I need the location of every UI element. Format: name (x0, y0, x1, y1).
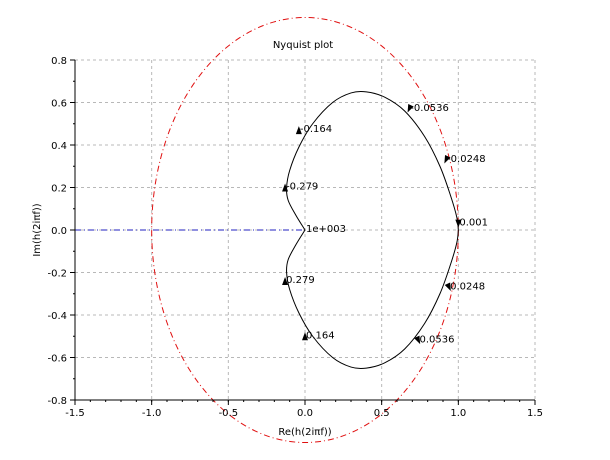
y-tick-label: -0.8 (47, 396, 67, 407)
frequency-label: 0.0536 (419, 335, 454, 346)
frequency-label: -0.0536 (410, 103, 449, 114)
direction-arrow (295, 126, 302, 135)
x-tick-label: -1.0 (142, 408, 162, 419)
x-tick-label: -1.5 (65, 408, 85, 419)
chart-title: Nyquist plot (273, 40, 333, 51)
y-tick-label: 0.4 (51, 141, 67, 152)
direction-arrow (282, 277, 289, 285)
y-tick-label: -0.4 (47, 311, 67, 322)
frequency-label: 1e+003 (306, 224, 346, 235)
y-tick-label: 0.0 (51, 226, 67, 237)
frequency-label: -0.0248 (447, 154, 486, 165)
direction-arrow (444, 282, 451, 292)
y-tick-label: 0.8 (51, 56, 67, 67)
x-tick-label: 1.0 (450, 408, 466, 419)
direction-arrow (302, 332, 308, 341)
arrow-layer (282, 103, 462, 345)
frequency-label: -0.279 (286, 182, 318, 193)
direction-arrow (444, 154, 451, 164)
direction-arrow (455, 219, 462, 228)
y-tick-label: 0.6 (51, 99, 67, 110)
frequency-label: 0.164 (306, 330, 335, 341)
frequency-label: -0.164 (300, 124, 332, 135)
x-tick-label: 0.0 (297, 408, 313, 419)
tick-layer: -1.5 -1.0 -0.5 0.0 0.5 1.0 1.5 0.8 0.6 0.4 0.2 0.0 -… (47, 56, 542, 419)
direction-arrow (282, 183, 289, 192)
x-axis-label: Re(h(2iπf)) (278, 427, 331, 438)
x-tick-label: 0.5 (374, 408, 390, 419)
x-tick-label: -0.5 (219, 408, 239, 419)
y-tick-label: -0.2 (47, 269, 67, 280)
y-tick-label: 0.2 (51, 184, 67, 195)
frequency-label: 0.001 (459, 218, 488, 229)
nyquist-curve-lower (286, 229, 459, 370)
y-axis-label: Im(h(2iπf)) (32, 203, 43, 256)
frequency-label: 0.279 (286, 275, 315, 286)
direction-arrow (414, 335, 421, 345)
annotation-layer: -0.0536 -0.164 -0.0248 -0.279 1e+003 0.001 0.2… (286, 103, 488, 346)
x-tick-label: 1.5 (527, 408, 543, 419)
y-tick-label: -0.6 (47, 354, 67, 365)
frequency-label: 0.0248 (450, 281, 485, 292)
direction-arrow (407, 103, 414, 113)
